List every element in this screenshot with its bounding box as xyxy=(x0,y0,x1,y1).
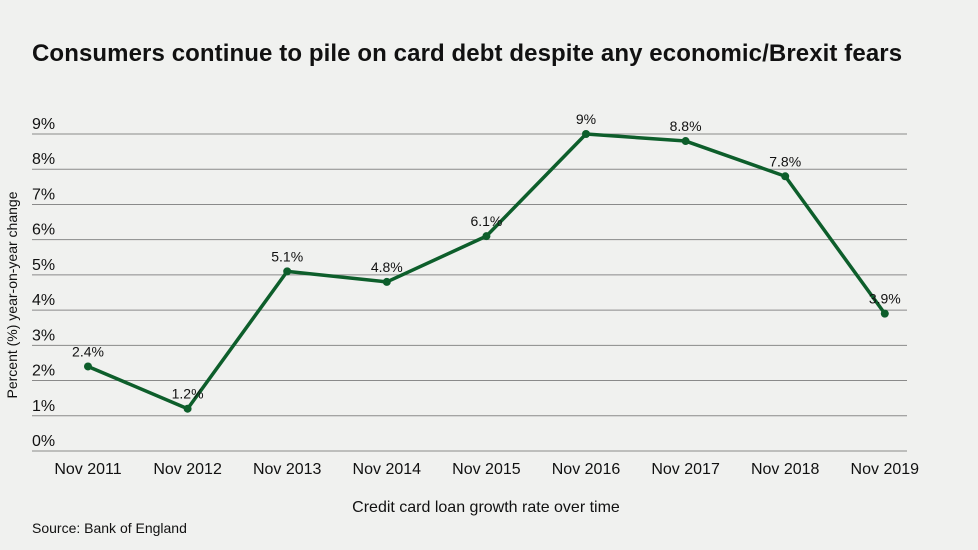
x-axis-label: Credit card loan growth rate over time xyxy=(352,499,620,516)
x-tick-label: Nov 2015 xyxy=(452,461,521,478)
series-line xyxy=(86,132,887,411)
data-point xyxy=(283,267,292,276)
y-tick-label: 0% xyxy=(32,433,55,450)
data-point xyxy=(781,172,790,181)
y-tick-label: 5% xyxy=(32,257,55,274)
data-label: 8.8% xyxy=(670,118,702,134)
y-tick-label: 8% xyxy=(32,151,55,168)
data-label: 9% xyxy=(576,111,596,127)
x-tick-label: Nov 2014 xyxy=(353,461,422,478)
data-point xyxy=(880,309,889,318)
y-tick-label: 3% xyxy=(32,327,55,344)
source-note: Source: Bank of England xyxy=(32,520,187,536)
data-label: 6.1% xyxy=(470,213,502,229)
gridlines xyxy=(32,133,907,452)
x-axis-ticks: Nov 2011 Nov 2012 Nov 2013 Nov 2014 Nov 2015… xyxy=(54,461,919,478)
y-tick-label: 6% xyxy=(32,222,55,239)
x-tick-label: Nov 2011 xyxy=(54,461,121,478)
y-tick-label: 2% xyxy=(32,363,55,380)
y-tick-label: 7% xyxy=(32,186,55,203)
chart-title: Consumers continue to pile on card debt … xyxy=(32,40,903,67)
y-axis-label: Percent (%) year-on-year change xyxy=(4,191,20,398)
data-point xyxy=(382,277,391,286)
y-tick-label: 9% xyxy=(32,116,55,133)
x-tick-label: Nov 2019 xyxy=(851,461,920,478)
data-point xyxy=(482,232,491,241)
x-tick-label: Nov 2013 xyxy=(253,461,322,478)
data-label: 3.9% xyxy=(869,291,901,307)
y-tick-label: 1% xyxy=(32,398,55,415)
data-point xyxy=(183,404,192,413)
data-point xyxy=(582,130,590,138)
data-label: 4.8% xyxy=(371,259,403,275)
y-tick-label: 4% xyxy=(32,292,55,309)
x-tick-label: Nov 2012 xyxy=(153,461,222,478)
data-label: 2.4% xyxy=(72,343,104,359)
data-labels: 2.4% 1.2% 5.1% 4.8% 6.1% 9% 8.8% 7.8% 3.9% xyxy=(72,111,901,402)
data-points xyxy=(84,130,889,413)
x-tick-label: Nov 2016 xyxy=(552,461,621,478)
data-label: 1.2% xyxy=(172,386,204,402)
x-tick-label: Nov 2017 xyxy=(651,461,720,478)
data-label: 7.8% xyxy=(769,153,801,169)
y-axis-ticks: 0% 1% 2% 3% 4% 5% 6% 7% 8% 9% xyxy=(32,116,55,450)
data-point xyxy=(84,362,92,371)
data-label: 5.1% xyxy=(271,248,303,264)
data-point xyxy=(681,137,690,146)
x-tick-label: Nov 2018 xyxy=(751,461,820,478)
